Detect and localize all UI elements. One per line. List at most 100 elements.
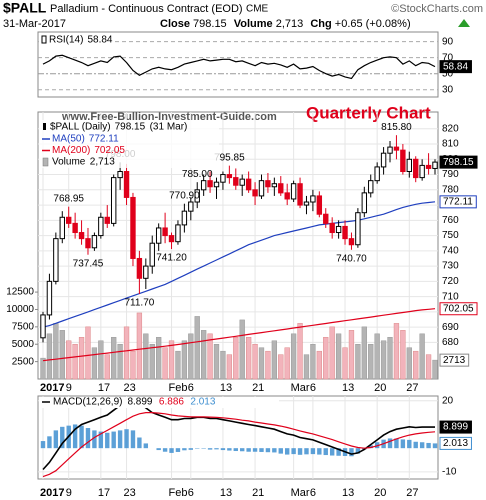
candle-body [265, 180, 271, 188]
histogram-bar [291, 448, 296, 455]
legend-label: RSI(14) [49, 35, 83, 46]
volume-bar [220, 350, 226, 380]
rsi-line [42, 54, 436, 80]
volume-bar [66, 340, 72, 380]
x-tick-label: 20 [374, 487, 386, 499]
moving-average [42, 201, 436, 328]
y-tick-label: 750 [442, 230, 459, 241]
histogram-bar [124, 429, 129, 449]
candle-body [425, 164, 432, 169]
candle-body [188, 201, 194, 212]
candle-body [91, 235, 98, 249]
histogram-bar [413, 441, 418, 449]
volume-bar [162, 347, 168, 380]
legend-date: (31 Mar) [150, 122, 188, 133]
histogram-bar [130, 430, 136, 449]
histogram-bar [432, 443, 438, 449]
histogram-bar [175, 448, 181, 452]
last-macd-box [439, 436, 472, 450]
volume-bar [168, 340, 175, 380]
legend-value: 2.013 [190, 397, 215, 408]
histogram-bar [188, 448, 194, 450]
y-tick-label: 760 [442, 215, 459, 226]
histogram-bar [349, 448, 354, 457]
histogram-bar [169, 448, 174, 453]
candle-body [323, 213, 329, 224]
x-tick-label: 6 [310, 487, 316, 499]
annotation: 768.95 [53, 193, 84, 204]
histogram-bar [53, 430, 59, 449]
last-value-box [439, 195, 477, 209]
volume-bar [265, 350, 271, 380]
x-tick-label: 13 [220, 382, 232, 394]
candle-body [123, 171, 130, 198]
x-tick-label: 6 [310, 382, 316, 394]
histogram-bar [310, 448, 316, 455]
candle-body [271, 183, 278, 188]
volume-bar [72, 343, 78, 380]
volume-bar [413, 350, 419, 380]
legend-bg [39, 397, 279, 408]
x-tick-label: Mar [291, 382, 310, 394]
chart-title: Palladium - Continuous Contract (EOD) [50, 3, 243, 15]
volume-bar [91, 347, 98, 380]
histogram-bar [214, 448, 219, 450]
y-tick-label: 810 [442, 139, 459, 150]
macd-line [42, 397, 435, 471]
histogram-bar [304, 448, 309, 455]
volume-bar [316, 350, 322, 380]
legend-swatch [42, 157, 49, 167]
candle-body [258, 180, 265, 197]
candle-body [220, 174, 226, 183]
histogram-bar [240, 448, 245, 452]
candle-body [98, 216, 104, 237]
histogram-bar [182, 448, 187, 451]
volume-bar [380, 340, 387, 380]
candle-body [290, 183, 297, 200]
candle-body [207, 180, 213, 188]
histogram-bar [400, 439, 406, 449]
candle-body [284, 192, 290, 200]
candle-body [297, 183, 303, 206]
histogram-bar [278, 448, 283, 454]
legend-value: 58.84 [87, 35, 112, 46]
histogram-bar [246, 448, 251, 452]
histogram-bar [162, 448, 168, 452]
legend-value: 8.899 [127, 397, 152, 408]
volume-bar [419, 333, 425, 380]
volume-bar [40, 357, 46, 380]
volume-bar [252, 343, 258, 380]
annotation: 737.45 [73, 258, 104, 269]
last-volume: 2713 [443, 355, 466, 366]
histogram-bar [60, 426, 65, 449]
volume-bar [432, 359, 438, 380]
candle-body [143, 265, 149, 279]
y-tick-label: 50 [442, 68, 454, 79]
x-tick-label: 17 [98, 382, 110, 394]
x-tick-label: 17 [98, 487, 110, 499]
volume-bar [271, 340, 277, 380]
x-tick-label: Feb [169, 382, 188, 394]
candle-body [342, 225, 348, 240]
candle-body [233, 177, 239, 186]
candle-body [181, 210, 188, 226]
volume-bar [149, 343, 155, 380]
y2-tick-label: 10000 [6, 304, 34, 315]
volume-bar [201, 330, 207, 380]
x-tick-label: 6 [188, 487, 194, 499]
candle-body [168, 235, 175, 243]
volume-bar [175, 350, 181, 380]
x-tick-label: 13 [342, 382, 354, 394]
candle-body [85, 238, 91, 249]
volume-bar [188, 333, 194, 380]
x-tick-label: Feb [169, 487, 188, 499]
volume-bar [239, 319, 245, 380]
annotation: 815.80 [381, 122, 412, 133]
exchange: CME [246, 4, 269, 15]
histogram-bar [394, 438, 399, 449]
volume-bar [245, 337, 252, 380]
candle-body [316, 195, 323, 215]
candle-body [419, 164, 425, 179]
x-tick-label: 27 [406, 382, 418, 394]
